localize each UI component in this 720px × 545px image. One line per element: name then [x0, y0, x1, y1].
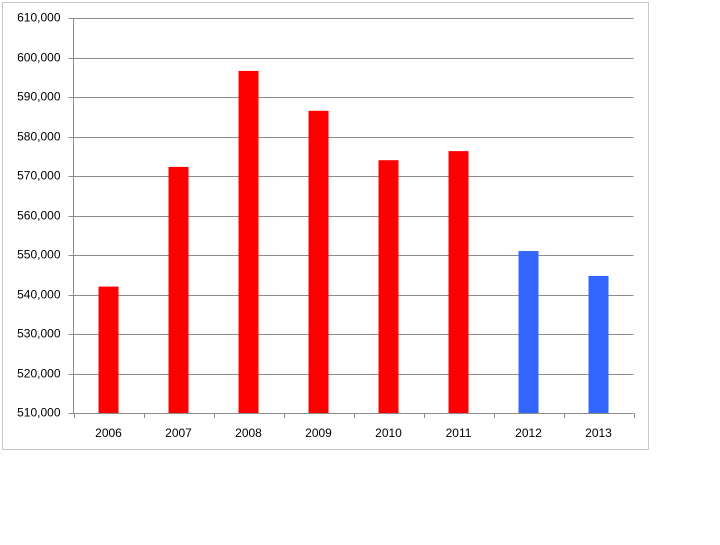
y-tick-label: 570,000	[17, 169, 61, 183]
y-tick-label: 540,000	[17, 288, 61, 302]
x-tick-label: 2006	[95, 426, 122, 440]
x-tick-label: 2007	[165, 426, 192, 440]
bar	[588, 275, 609, 413]
bar	[448, 151, 469, 414]
y-tick-label: 510,000	[17, 406, 61, 420]
y-tick-label: 580,000	[17, 130, 61, 144]
y-tick-label: 590,000	[17, 90, 61, 104]
x-tick-label: 2012	[515, 426, 542, 440]
x-tick-label: 2011	[446, 426, 472, 440]
x-tick-label: 2009	[305, 426, 332, 440]
bar	[98, 286, 119, 413]
x-tick-label: 2010	[375, 426, 402, 440]
bar	[378, 160, 399, 413]
y-tick-label: 560,000	[17, 209, 61, 223]
bar	[238, 70, 259, 414]
y-tick-label: 530,000	[17, 327, 61, 341]
bar	[518, 251, 539, 413]
y-tick-label: 520,000	[17, 367, 61, 381]
bar	[168, 166, 189, 413]
x-tick-label: 2013	[585, 426, 612, 440]
bar	[308, 110, 329, 413]
y-tick-label: 600,000	[17, 51, 61, 65]
y-tick-label: 550,000	[17, 248, 61, 262]
y-tick-label: 610,000	[17, 11, 61, 25]
x-tick-label: 2008	[235, 426, 262, 440]
